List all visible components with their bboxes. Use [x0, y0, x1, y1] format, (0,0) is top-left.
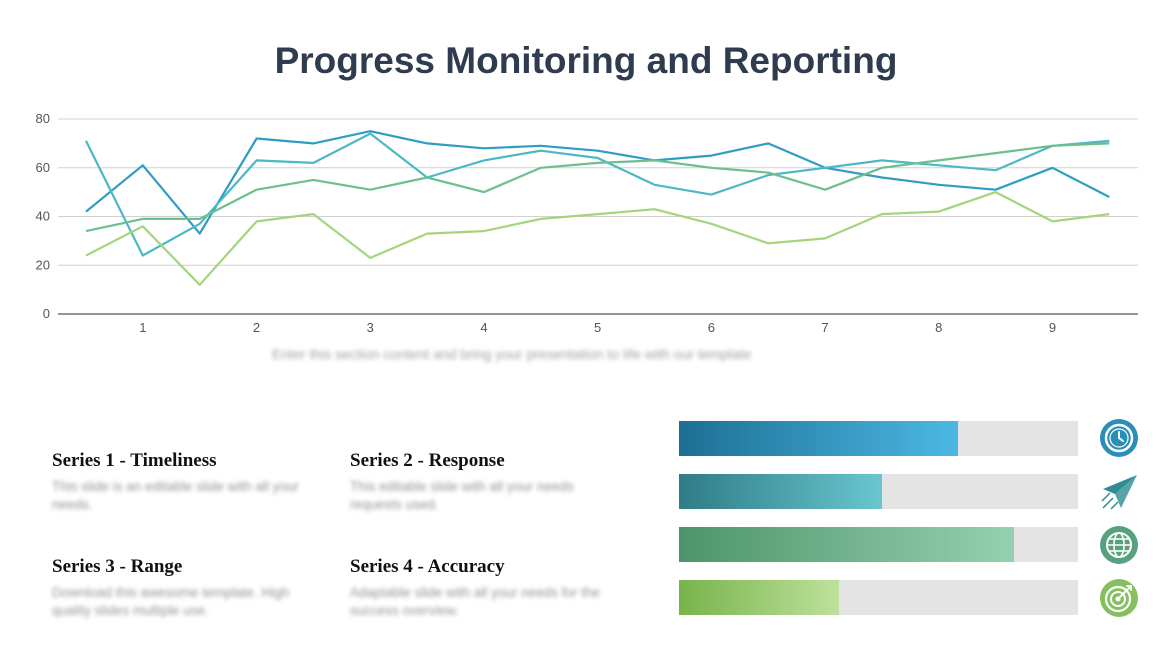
page-title: Progress Monitoring and Reporting	[274, 40, 898, 81]
line-chart: 0 20 40 60 80 1 2 3 4 5 6 7 8 9	[36, 111, 1138, 335]
y-tick-label: 40	[36, 209, 50, 224]
progress-bar-4	[679, 580, 1078, 615]
progress-fill-2	[679, 474, 883, 509]
x-tick-label: 3	[367, 320, 374, 335]
series-4-title: Series 4 - Accuracy	[350, 556, 505, 577]
x-tick-label: 9	[1049, 320, 1056, 335]
series-3-line	[85, 142, 1110, 233]
series-1-title: Series 1 - Timeliness	[52, 450, 217, 471]
progress-bar-2	[679, 474, 1078, 509]
x-tick-label: 7	[821, 320, 828, 335]
x-tick-label: 4	[480, 320, 487, 335]
series-2-title: Series 2 - Response	[350, 450, 505, 471]
series-1-line	[85, 130, 1110, 235]
y-tick-label: 20	[36, 257, 50, 272]
y-tick-label: 0	[43, 306, 50, 321]
y-tick-label: 60	[36, 160, 50, 175]
series-3-text: Download this awesome template. High qua…	[52, 585, 290, 618]
series-1-text: This slide is an editable slide with all…	[52, 479, 299, 512]
target-icon	[1100, 579, 1138, 617]
progress-bar-3	[679, 527, 1078, 562]
progress-bar-1	[679, 421, 1078, 456]
series-1-card: Series 1 - Timeliness This slide is an e…	[52, 450, 302, 514]
series-4-line	[85, 190, 1110, 286]
series-2-line	[85, 132, 1110, 257]
x-tick-label: 2	[253, 320, 260, 335]
series-3-title: Series 3 - Range	[52, 556, 183, 577]
paper-plane-icon	[1101, 475, 1137, 510]
globe-icon	[1100, 526, 1138, 564]
progress-fill-3	[679, 527, 1015, 562]
x-tick-label: 8	[935, 320, 942, 335]
series-3-card: Series 3 - Range Download this awesome t…	[52, 556, 302, 620]
x-tick-label: 1	[139, 320, 146, 335]
series-2-card: Series 2 - Response This editable slide …	[350, 450, 600, 514]
clock-icon	[1100, 419, 1138, 457]
x-tick-label: 5	[594, 320, 601, 335]
progress-fill-1	[679, 421, 959, 456]
chart-caption: Enter this section content and bring you…	[272, 346, 752, 362]
series-2-text: This editable slide with all your needs …	[350, 479, 574, 512]
progress-fill-4	[679, 580, 839, 615]
x-tick-label: 6	[708, 320, 715, 335]
series-4-card: Series 4 - Accuracy Adaptable slide with…	[350, 556, 600, 620]
series-4-text: Adaptable slide with all your needs for …	[350, 585, 600, 618]
y-tick-label: 80	[36, 111, 50, 126]
